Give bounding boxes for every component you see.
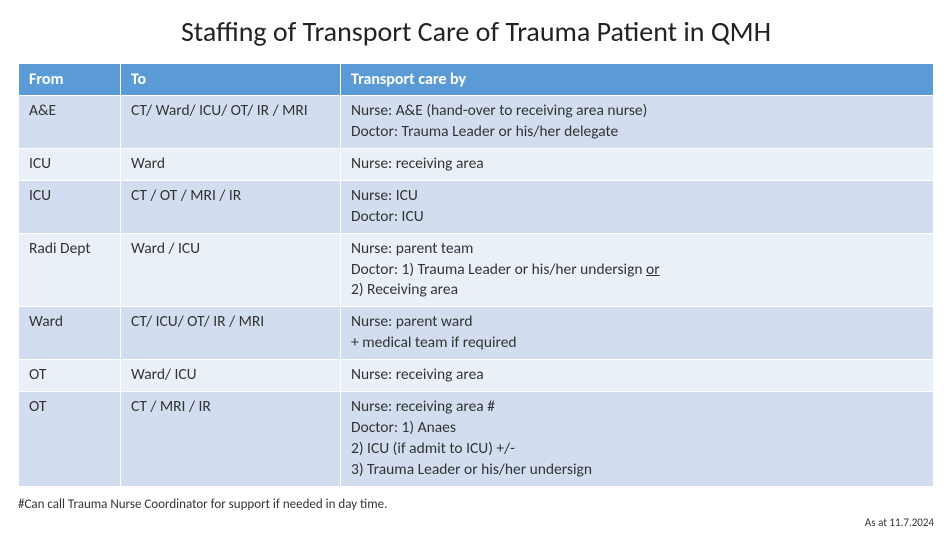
cell-to: CT/ ICU/ OT/ IR / MRI — [121, 307, 341, 360]
cell-from: ICU — [19, 148, 121, 180]
cell-care: Nurse: receiving area — [341, 360, 934, 392]
cell-care: Nurse: receiving area — [341, 148, 934, 180]
cell-to: Ward/ ICU — [121, 360, 341, 392]
table-row: OTWard/ ICUNurse: receiving area — [19, 360, 934, 392]
cell-care: Nurse: parent ward + medical team if req… — [341, 307, 934, 360]
cell-to: CT/ Ward/ ICU/ OT/ IR / MRI — [121, 96, 341, 149]
table-row: ICUWardNurse: receiving area — [19, 148, 934, 180]
col-header-care: Transport care by — [341, 64, 934, 96]
cell-care: Nurse: ICU Doctor: ICU — [341, 180, 934, 233]
cell-care: Nurse: receiving area # Doctor: 1) Anaes… — [341, 392, 934, 487]
cell-to: Ward / ICU — [121, 233, 341, 307]
page-title: Staffing of Transport Care of Trauma Pat… — [18, 14, 934, 49]
cell-care: Nurse: A&E (hand-over to receiving area … — [341, 96, 934, 149]
table-row: Radi DeptWard / ICUNurse: parent team Do… — [19, 233, 934, 307]
cell-from: OT — [19, 392, 121, 487]
col-header-from: From — [19, 64, 121, 96]
page: Staffing of Transport Care of Trauma Pat… — [0, 0, 952, 539]
cell-from: OT — [19, 360, 121, 392]
cell-to: Ward — [121, 148, 341, 180]
table-row: ICUCT / OT / MRI / IRNurse: ICU Doctor: … — [19, 180, 934, 233]
staffing-table: From To Transport care by A&ECT/ Ward/ I… — [18, 63, 934, 487]
table-header-row: From To Transport care by — [19, 64, 934, 96]
cell-to: CT / MRI / IR — [121, 392, 341, 487]
footnote: #Can call Trauma Nurse Coordinator for s… — [18, 497, 934, 512]
table-row: WardCT/ ICU/ OT/ IR / MRINurse: parent w… — [19, 307, 934, 360]
cell-from: A&E — [19, 96, 121, 149]
cell-from: Ward — [19, 307, 121, 360]
as-of-date: As at 11.7.2024 — [18, 516, 934, 529]
cell-care: Nurse: parent team Doctor: 1) Trauma Lea… — [341, 233, 934, 307]
cell-from: Radi Dept — [19, 233, 121, 307]
col-header-to: To — [121, 64, 341, 96]
cell-from: ICU — [19, 180, 121, 233]
cell-to: CT / OT / MRI / IR — [121, 180, 341, 233]
table-row: A&ECT/ Ward/ ICU/ OT/ IR / MRINurse: A&E… — [19, 96, 934, 149]
table-row: OTCT / MRI / IRNurse: receiving area # D… — [19, 392, 934, 487]
